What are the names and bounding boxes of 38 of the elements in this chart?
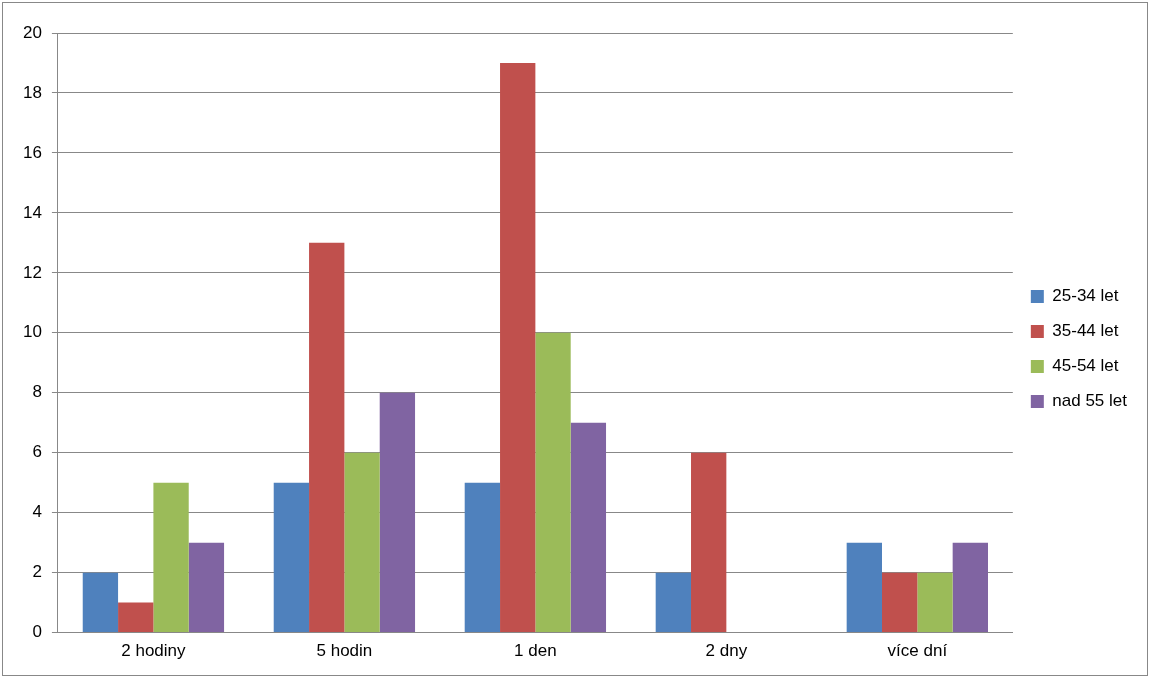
y-tick-label: 12 (22, 262, 42, 282)
bar (188, 542, 225, 633)
y-tick-label: 16 (22, 142, 42, 162)
legend-label: 45-54 let (1052, 356, 1119, 376)
bar (846, 542, 882, 633)
bar (570, 422, 607, 633)
bar (118, 602, 154, 633)
y-tick-label: 0 (32, 622, 42, 642)
x-tick-label: 2 hodiny (121, 641, 187, 661)
x-tick-label: 2 dny (705, 641, 748, 661)
y-tick-label: 18 (22, 82, 42, 102)
bar (535, 332, 571, 633)
x-tick-label: více dní (887, 641, 948, 661)
bar (273, 482, 310, 633)
bar (379, 392, 416, 633)
bar (344, 452, 380, 633)
bar (82, 572, 119, 633)
bar (309, 242, 345, 633)
x-tick-label: 1 den (514, 641, 557, 661)
y-tick-label: 2 (32, 562, 42, 582)
bar (500, 62, 536, 633)
y-tick-label: 6 (32, 442, 42, 462)
bar (952, 542, 988, 633)
y-tick-label: 4 (32, 502, 42, 522)
bar (655, 572, 692, 633)
bar (464, 482, 501, 633)
bar (917, 572, 953, 633)
y-tick-label: 14 (22, 202, 42, 222)
bar (691, 452, 727, 633)
bar (153, 482, 189, 633)
bar (882, 572, 918, 633)
y-tick-label: 8 (32, 382, 42, 402)
legend-label: nad 55 let (1052, 391, 1128, 411)
legend-label: 35-44 let (1052, 321, 1119, 341)
x-tick-label: 5 hodin (316, 641, 373, 661)
legend-label: 25-34 let (1052, 286, 1119, 306)
y-tick-label: 20 (22, 22, 42, 42)
y-tick-label: 10 (22, 322, 42, 342)
